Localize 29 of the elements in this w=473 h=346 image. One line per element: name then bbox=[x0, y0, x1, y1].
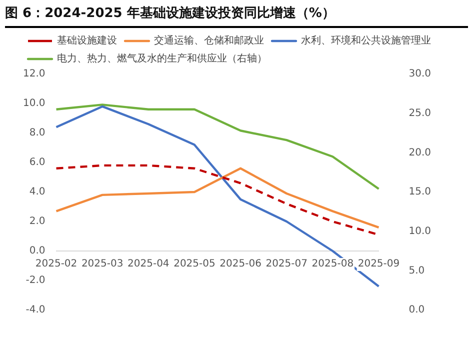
y-tick-label: -2.0 bbox=[26, 275, 46, 286]
x-tick-label: 2025-03 bbox=[81, 258, 124, 270]
y-tick-label: 4.0 bbox=[29, 186, 46, 198]
y-tick-label: 0.0 bbox=[29, 246, 46, 257]
legend-label: 水利、环境和公共设施管理业 bbox=[301, 34, 431, 47]
x-tick-label: 2025-06 bbox=[220, 258, 262, 270]
y2-tick-label: 20.0 bbox=[408, 147, 431, 158]
x-tick-label: 2025-05 bbox=[174, 258, 216, 270]
y2-tick-label: 15.0 bbox=[408, 186, 431, 198]
y2-tick-label: 30.0 bbox=[408, 68, 431, 80]
x-tick-label: 2025-02 bbox=[35, 258, 78, 270]
x-tick-label: 2025-04 bbox=[128, 258, 170, 270]
y2-tick-label: 5.0 bbox=[408, 265, 425, 276]
y-tick-label: 8.0 bbox=[29, 128, 46, 139]
y-tick-label: 2.0 bbox=[29, 216, 46, 228]
y-tick-label: 6.0 bbox=[29, 157, 46, 168]
y2-tick-label: 0.0 bbox=[408, 304, 425, 316]
y2-tick-label: 10.0 bbox=[408, 226, 431, 237]
chart-title: 图 6：2024-2025 年基础设施建设投资同比增速（%） bbox=[5, 4, 468, 28]
legend-label: 基础设施建设 bbox=[57, 34, 117, 47]
y-tick-label: 10.0 bbox=[23, 98, 46, 110]
y2-tick-label: 25.0 bbox=[408, 108, 431, 119]
x-tick-label: 2025-09 bbox=[358, 258, 400, 270]
x-tick-label: 2025-07 bbox=[266, 258, 308, 270]
x-tick-label: 2025-08 bbox=[312, 258, 354, 270]
legend-label: 交通运输、仓储和邮政业 bbox=[154, 34, 264, 47]
y-tick-label: 12.0 bbox=[23, 68, 46, 80]
legend-label: 电力、热力、燃气及水的生产和供应业（右轴） bbox=[57, 52, 267, 65]
y-tick-label: -4.0 bbox=[26, 304, 46, 316]
